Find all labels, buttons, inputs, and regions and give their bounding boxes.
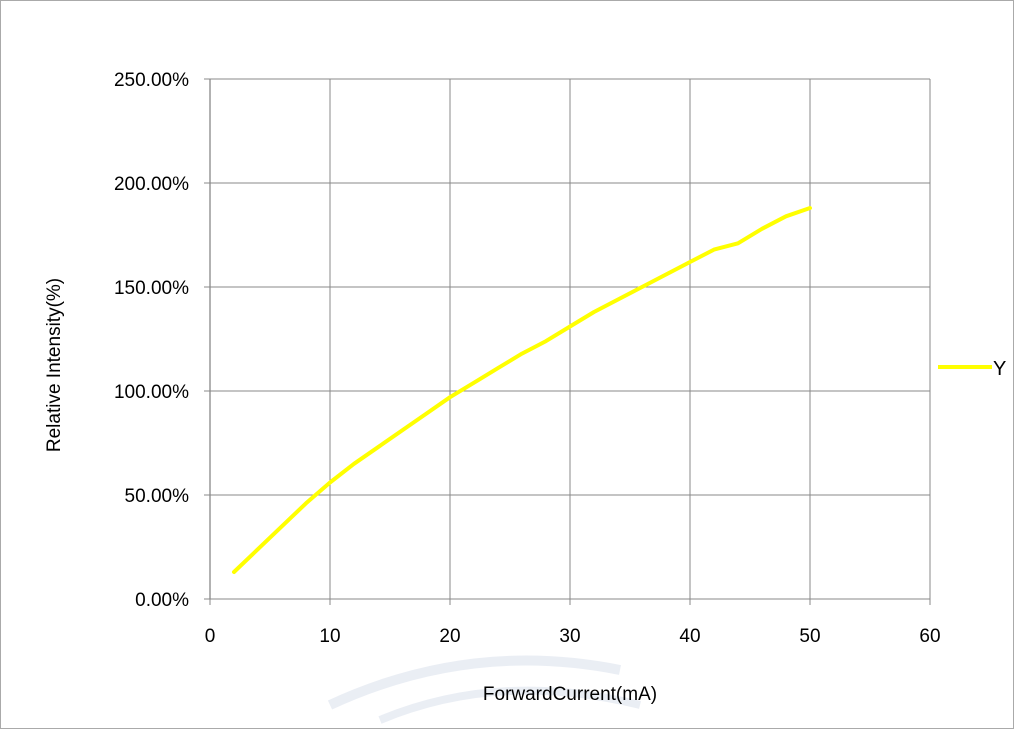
- x-axis-title: ForwardCurrent(mA): [483, 684, 657, 705]
- x-tick-label-60: 60: [919, 626, 940, 647]
- y-tick-label-3: 150.00%: [114, 278, 189, 299]
- x-tick-label-40: 40: [679, 626, 700, 647]
- y-axis-title: Relative Intensity(%): [44, 278, 65, 452]
- x-tick-label-0: 0: [205, 626, 216, 647]
- x-tick-label-20: 20: [439, 626, 460, 647]
- y-tick-label-1: 50.00%: [125, 486, 190, 507]
- y-tick-label-4: 200.00%: [114, 174, 189, 195]
- x-tick-label-10: 10: [319, 626, 340, 647]
- x-tick-label-30: 30: [559, 626, 580, 647]
- legend-label-y: Y: [993, 358, 1006, 380]
- y-tick-label-5: 250.00%: [114, 70, 189, 91]
- y-tick-label-0: 0.00%: [135, 590, 189, 611]
- x-tick-label-50: 50: [799, 626, 820, 647]
- y-tick-label-2: 100.00%: [114, 382, 189, 403]
